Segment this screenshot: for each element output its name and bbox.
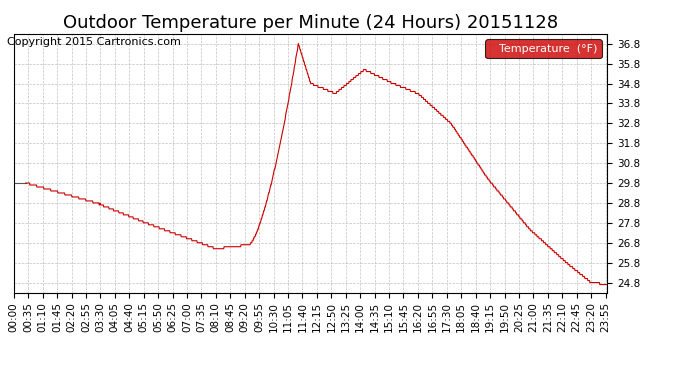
Legend: Temperature  (°F): Temperature (°F) [486,39,602,58]
Text: Copyright 2015 Cartronics.com: Copyright 2015 Cartronics.com [7,37,181,47]
Title: Outdoor Temperature per Minute (24 Hours) 20151128: Outdoor Temperature per Minute (24 Hours… [63,14,558,32]
